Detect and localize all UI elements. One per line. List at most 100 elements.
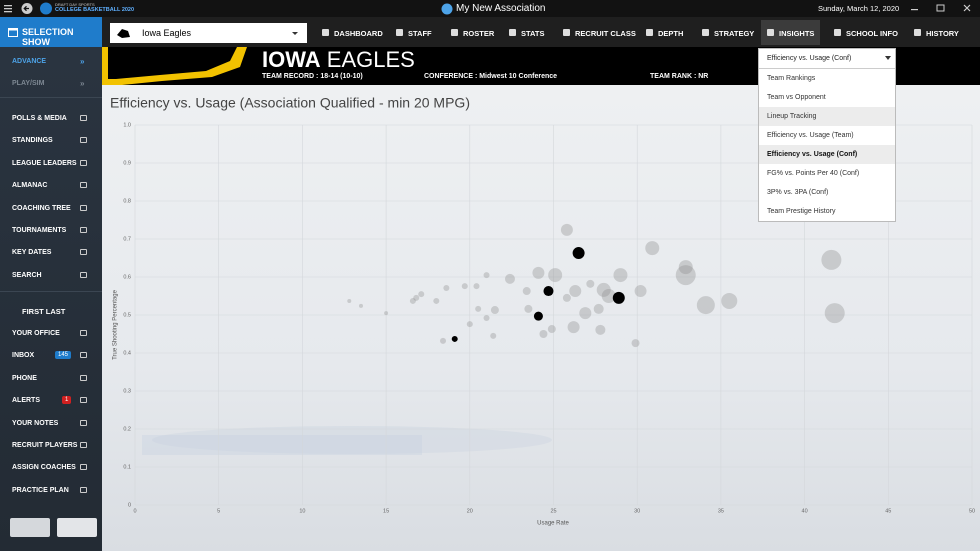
menu-icon <box>80 271 87 278</box>
point <box>440 337 447 344</box>
x-tick-label: 50 <box>969 508 975 514</box>
nav-item[interactable]: HISTORY <box>926 29 959 38</box>
view-dropdown[interactable]: Efficiency vs. Usage (Conf) Team Ranking… <box>758 48 896 222</box>
nav-icon <box>767 29 774 36</box>
user-menu-item[interactable]: YOUR NOTES <box>12 419 59 427</box>
y-tick-label: 0.1 <box>123 464 131 470</box>
dropdown-option[interactable]: Efficiency vs. Usage (Conf) <box>759 145 895 164</box>
x-tick-label: 15 <box>383 508 389 514</box>
point <box>548 268 563 283</box>
y-tick-label: 0.3 <box>123 388 131 394</box>
point <box>675 265 696 286</box>
menu-icon <box>80 182 87 189</box>
dropdown-option[interactable]: Team Prestige History <box>767 208 836 215</box>
team-conference: CONFERENCE : Midwest 10 Conference <box>424 73 558 80</box>
user-menu-item[interactable]: PRACTICE PLAN <box>12 486 69 494</box>
dropdown-option[interactable]: Lineup Tracking <box>759 107 895 126</box>
nav-icon <box>834 29 841 36</box>
x-tick-label: 0 <box>133 508 136 514</box>
nav-item[interactable]: STATS <box>521 29 545 38</box>
nav-icon <box>396 29 403 36</box>
user-menu-item[interactable]: RECRUIT PLAYERS <box>12 442 78 449</box>
nav-item[interactable]: DASHBOARD <box>334 29 383 38</box>
association-name: My New Association <box>456 3 546 14</box>
x-axis-label: Usage Rate <box>537 521 569 527</box>
user-menu-item[interactable]: ASSIGN COACHES <box>12 464 76 472</box>
user-menu-item[interactable]: YOUR OFFICE <box>12 330 60 337</box>
nav-item[interactable]: STRATEGY <box>714 29 755 38</box>
y-tick-label: 0.7 <box>123 236 131 242</box>
nav-icon <box>509 29 516 36</box>
point <box>384 311 389 316</box>
sidebar-item[interactable]: KEY DATES <box>12 249 52 257</box>
menu-icon <box>80 137 87 144</box>
nav-item[interactable]: SCHOOL INFO <box>846 29 898 38</box>
advance[interactable]: ADVANCE <box>12 58 47 65</box>
nav-icon <box>702 29 709 36</box>
dropdown-option[interactable]: Efficiency vs. Usage (Team) <box>767 132 854 139</box>
profile-button[interactable] <box>10 518 50 537</box>
sidebar-item[interactable]: POLLS & MEDIA <box>12 115 67 122</box>
point <box>579 307 592 320</box>
menu-icon <box>80 249 87 256</box>
dropdown-option[interactable]: Team Rankings <box>767 75 816 82</box>
dropdown-option[interactable]: Team vs Opponent <box>767 94 826 101</box>
nav-item[interactable]: DEPTH <box>658 29 684 38</box>
team-selector[interactable]: Iowa Eagles <box>110 23 307 43</box>
point <box>595 324 606 335</box>
menu-icon <box>80 464 87 471</box>
y-tick-label: 0.2 <box>123 426 131 432</box>
nav-item[interactable]: RECRUIT CLASS <box>575 29 636 38</box>
menu-icon <box>80 330 87 336</box>
point <box>547 325 556 334</box>
dropdown-option[interactable]: FG% vs. Points Per 40 (Conf) <box>767 170 860 177</box>
team-name: IOWA EAGLES <box>262 47 415 73</box>
sidebar-item[interactable]: ALMANAC <box>12 182 48 190</box>
user-menu-item[interactable]: PHONE <box>12 374 37 382</box>
y-tick-label: 0.6 <box>123 274 131 280</box>
point <box>593 303 604 314</box>
x-tick-label: 30 <box>634 508 640 514</box>
user-menu-item[interactable]: ALERTS <box>12 397 40 405</box>
x-tick-label: 40 <box>802 508 808 514</box>
user-menu-item[interactable]: INBOX <box>12 352 35 360</box>
dropdown-option[interactable]: 3P% vs. 3PA (Conf) <box>767 189 829 196</box>
team-rank: TEAM RANK : NR <box>650 73 709 80</box>
dropdown-selected[interactable]: Efficiency vs. Usage (Conf) <box>759 49 895 69</box>
point <box>586 279 595 288</box>
nav-item[interactable]: ROSTER <box>463 29 495 38</box>
point <box>721 292 738 309</box>
menu-icon <box>80 419 87 426</box>
team-logo <box>102 47 247 85</box>
x-tick-label: 25 <box>550 508 556 514</box>
point <box>475 305 482 312</box>
team-name-bold: IOWA <box>262 47 321 72</box>
nav-item[interactable]: STAFF <box>408 29 432 38</box>
advance-arrow: » <box>80 57 85 66</box>
point <box>483 315 490 322</box>
y-tick-label: 0.9 <box>123 160 131 166</box>
menu-icon <box>80 374 87 381</box>
point <box>451 335 458 342</box>
sidebar-item[interactable]: TOURNAMENTS <box>12 227 67 234</box>
point <box>524 304 533 313</box>
point <box>612 291 625 304</box>
sidebar-item[interactable]: LEAGUE LEADERS <box>12 159 77 167</box>
point <box>490 306 499 315</box>
play-sim-arrow: » <box>80 79 85 88</box>
point <box>562 293 571 302</box>
nav-item[interactable]: INSIGHTS <box>779 29 815 38</box>
sidebar-item[interactable]: STANDINGS <box>12 137 53 145</box>
date: Sunday, March 12, 2020 <box>818 4 900 13</box>
menu-icon <box>80 115 87 121</box>
add-user-button[interactable] <box>57 518 97 537</box>
point <box>461 283 468 290</box>
sidebar-item[interactable]: COACHING TREE <box>12 204 71 212</box>
brand-line1: DRAFT DAY SPORTS <box>55 2 95 7</box>
menu-icon <box>80 204 87 211</box>
point <box>645 241 660 256</box>
play-sim[interactable]: PLAY/SIM <box>12 80 45 87</box>
chart-title: Efficiency vs. Usage (Association Qualif… <box>110 95 470 111</box>
sidebar-item[interactable]: SEARCH <box>12 271 42 279</box>
